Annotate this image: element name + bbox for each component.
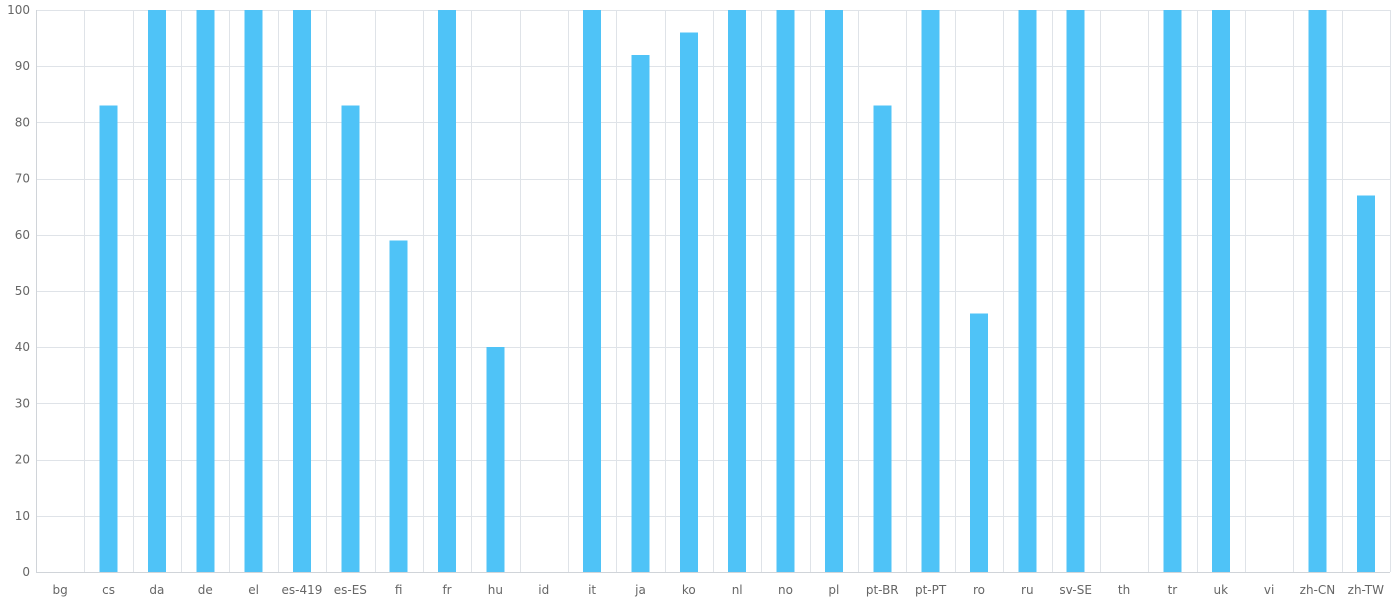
x-tick-label: zh-TW: [1348, 583, 1384, 597]
bar-es-419: [292, 10, 311, 572]
y-tick-label: 100: [7, 3, 30, 17]
x-tick-label: hu: [488, 583, 503, 597]
x-tick-label: no: [778, 583, 793, 597]
x-tick-label: ru: [1021, 583, 1034, 597]
x-tick-label: fi: [395, 583, 403, 597]
x-tick-label: bg: [53, 583, 68, 597]
bar-es-ES: [341, 105, 360, 572]
x-tick-label: ro: [973, 583, 985, 597]
x-tick-label: es-419: [282, 583, 323, 597]
x-tick-label: uk: [1213, 583, 1228, 597]
bar-ja: [631, 54, 650, 572]
y-tick-label: 0: [22, 565, 30, 579]
x-tick-label: es-ES: [334, 583, 367, 597]
x-tick-label: ja: [634, 583, 646, 597]
bar-da: [147, 10, 166, 572]
bar-cs: [99, 105, 118, 572]
x-tick-label: tr: [1168, 583, 1178, 597]
x-tick-label: vi: [1264, 583, 1274, 597]
x-tick-label: cs: [102, 583, 115, 597]
bar-ko: [679, 32, 698, 573]
x-tick-label: ko: [682, 583, 696, 597]
y-axis-ticks: 0 10 20 30 40 50 60 70 80 90 100: [7, 3, 30, 579]
y-tick-label: 90: [15, 59, 30, 73]
bar-ro: [969, 313, 988, 572]
bar-uk: [1211, 10, 1230, 572]
bar-tr: [1163, 10, 1182, 572]
x-tick-label: fr: [442, 583, 451, 597]
x-tick-label: da: [149, 583, 164, 597]
bar-de: [196, 10, 215, 572]
y-tick-label: 30: [15, 396, 30, 410]
bar-fi: [389, 240, 408, 573]
y-tick-label: 40: [15, 340, 30, 354]
x-tick-label: id: [538, 583, 549, 597]
x-axis-ticks: bg cs da de el es-419 es-ES fi fr hu id it ja ko nl no p…: [53, 583, 1385, 597]
bar-ru: [1018, 10, 1037, 572]
x-tick-label: pt-BR: [866, 583, 899, 597]
x-tick-label: nl: [732, 583, 743, 597]
bar-hu: [486, 347, 505, 572]
bar-pt-PT: [921, 10, 940, 572]
bar-el: [244, 10, 263, 572]
x-tick-label: el: [248, 583, 259, 597]
bar-fr: [438, 10, 457, 572]
y-tick-label: 60: [15, 228, 30, 242]
y-tick-label: 70: [15, 172, 30, 186]
y-tick-label: 80: [15, 115, 30, 129]
bar-nl: [728, 10, 747, 572]
x-tick-label: it: [588, 583, 596, 597]
x-tick-label: th: [1118, 583, 1130, 597]
x-tick-label: sv-SE: [1059, 583, 1092, 597]
y-tick-label: 20: [15, 453, 30, 467]
x-tick-label: zh-CN: [1300, 583, 1336, 597]
x-tick-label: pt-PT: [915, 583, 947, 597]
bar-sv-SE: [1066, 10, 1085, 572]
y-tick-label: 10: [15, 509, 30, 523]
bar-pt-BR: [873, 105, 892, 572]
bar-pl: [824, 10, 843, 572]
bar-zh-TW: [1356, 195, 1375, 572]
grid: [36, 10, 1391, 573]
bar-it: [583, 10, 602, 572]
x-tick-label: de: [198, 583, 213, 597]
x-tick-label: pl: [828, 583, 839, 597]
y-tick-label: 50: [15, 284, 30, 298]
bar-no: [776, 10, 795, 572]
bars: [99, 10, 1375, 573]
bar-zh-CN: [1308, 10, 1327, 572]
